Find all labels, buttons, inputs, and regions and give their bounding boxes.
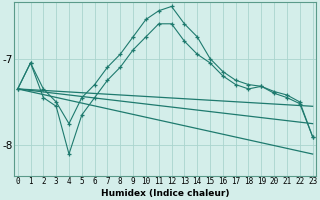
X-axis label: Humidex (Indice chaleur): Humidex (Indice chaleur) <box>101 189 229 198</box>
